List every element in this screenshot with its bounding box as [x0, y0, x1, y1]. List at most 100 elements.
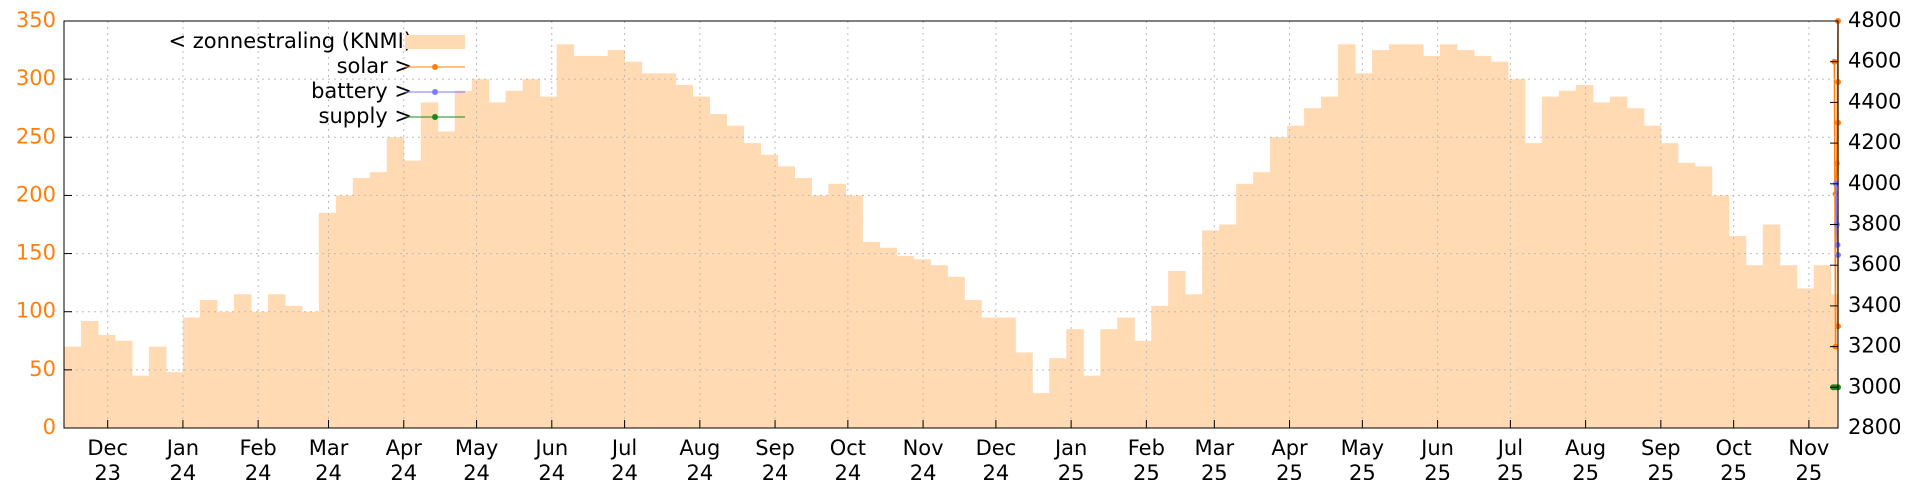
area-step	[386, 137, 405, 429]
area-step	[726, 125, 745, 429]
x-tick-label: 25	[1796, 461, 1823, 480]
area-step	[590, 55, 609, 429]
area-step	[1609, 96, 1628, 428]
x-tick-label: 25	[1497, 461, 1524, 480]
area-step	[1338, 44, 1356, 428]
area-step	[1490, 61, 1509, 428]
area-step	[454, 90, 473, 429]
area-step	[539, 96, 558, 428]
area-step	[964, 300, 982, 428]
x-tick-label: 24	[686, 461, 713, 480]
area-step	[216, 311, 235, 428]
y2-tick-label: 4400	[1848, 89, 1901, 113]
y-tick-label: 150	[16, 241, 56, 265]
legend-label: solar >	[337, 54, 412, 78]
area-step	[233, 294, 252, 428]
area-step	[1592, 102, 1611, 429]
x-tick-label: Oct	[1715, 436, 1751, 460]
area-step	[998, 317, 1016, 428]
area-step	[148, 346, 167, 428]
x-tick-label: Mar	[1194, 436, 1234, 460]
x-tick-label: 24	[170, 461, 197, 480]
y2-tick-label: 3200	[1848, 334, 1901, 358]
area-step	[131, 375, 150, 428]
area-step	[1066, 329, 1084, 428]
y-tick-label: 100	[16, 299, 56, 323]
area-step	[1151, 305, 1169, 428]
x-tick-label: Apr	[386, 436, 423, 460]
x-tick-label: Mar	[309, 436, 349, 460]
y-tick-label: 350	[16, 8, 56, 32]
x-tick-label: May	[455, 436, 498, 460]
y2-tick-label: 2800	[1848, 415, 1901, 439]
area-step	[1015, 352, 1033, 428]
area-step	[1456, 50, 1475, 428]
y2-tick-label: 4600	[1848, 49, 1901, 73]
x-tick-label: Jul	[610, 436, 637, 460]
area-step	[1134, 340, 1152, 428]
x-tick-label: Aug	[679, 436, 720, 460]
area-step	[556, 44, 575, 428]
area-step	[828, 183, 846, 428]
area-step	[1117, 317, 1135, 428]
area-step	[1745, 265, 1764, 428]
area-step	[658, 73, 677, 428]
area-step	[64, 346, 82, 428]
x-tick-label: Nov	[1788, 436, 1829, 460]
y2-tick-label: 3800	[1848, 212, 1901, 236]
area-step	[1304, 108, 1322, 428]
area-step	[947, 276, 965, 428]
area-step	[1626, 108, 1645, 428]
area-step	[862, 241, 880, 428]
area-step	[1796, 288, 1815, 428]
x-tick-label: Dec	[87, 436, 128, 460]
legend-swatch	[432, 114, 438, 120]
area-step	[913, 259, 931, 428]
area-step	[641, 73, 660, 428]
x-tick-label: 24	[538, 461, 565, 480]
area-step	[80, 321, 99, 428]
area-step	[709, 114, 728, 429]
legend-swatch	[405, 35, 465, 49]
area-step	[760, 154, 778, 428]
x-tick-label: 24	[315, 461, 342, 480]
y-tick-label: 50	[29, 357, 56, 381]
x-tick-label: Nov	[903, 436, 944, 460]
legend-label: battery >	[311, 79, 412, 103]
x-tick-label: Jan	[1053, 436, 1087, 460]
x-tick-label: May	[1341, 436, 1384, 460]
area-step	[607, 50, 626, 428]
area-step	[1168, 271, 1186, 428]
area-step	[879, 247, 897, 428]
area-step	[1202, 230, 1220, 428]
area-step	[1575, 84, 1594, 428]
x-tick-label: 25	[1276, 461, 1303, 480]
area-step	[335, 195, 354, 428]
area-step	[250, 311, 269, 428]
area-step	[1694, 166, 1713, 428]
x-tick-label: Jun	[533, 436, 568, 460]
x-tick-label: Jul	[1496, 436, 1523, 460]
x-tick-label: 24	[611, 461, 638, 480]
area-step	[352, 177, 371, 428]
series-point	[1833, 160, 1840, 167]
area-step	[97, 334, 116, 428]
area-step	[573, 55, 592, 429]
x-tick-label: 25	[1133, 461, 1160, 480]
area-step	[845, 195, 863, 428]
x-tick-label: 25	[1647, 461, 1674, 480]
y2-tick-label: 3400	[1848, 293, 1901, 317]
x-tick-label: Aug	[1565, 436, 1606, 460]
area-step	[114, 340, 133, 428]
legend-swatch	[432, 89, 438, 95]
x-tick-label: Oct	[830, 436, 866, 460]
x-tick-label: 25	[1349, 461, 1376, 480]
area-step	[1032, 393, 1050, 428]
x-tick-label: Jun	[1419, 436, 1454, 460]
x-tick-label: Feb	[1128, 436, 1165, 460]
area-step	[437, 131, 456, 428]
x-tick-label: Feb	[240, 436, 277, 460]
area-step	[981, 317, 999, 428]
area-step	[1473, 55, 1492, 429]
area-step	[403, 160, 422, 429]
